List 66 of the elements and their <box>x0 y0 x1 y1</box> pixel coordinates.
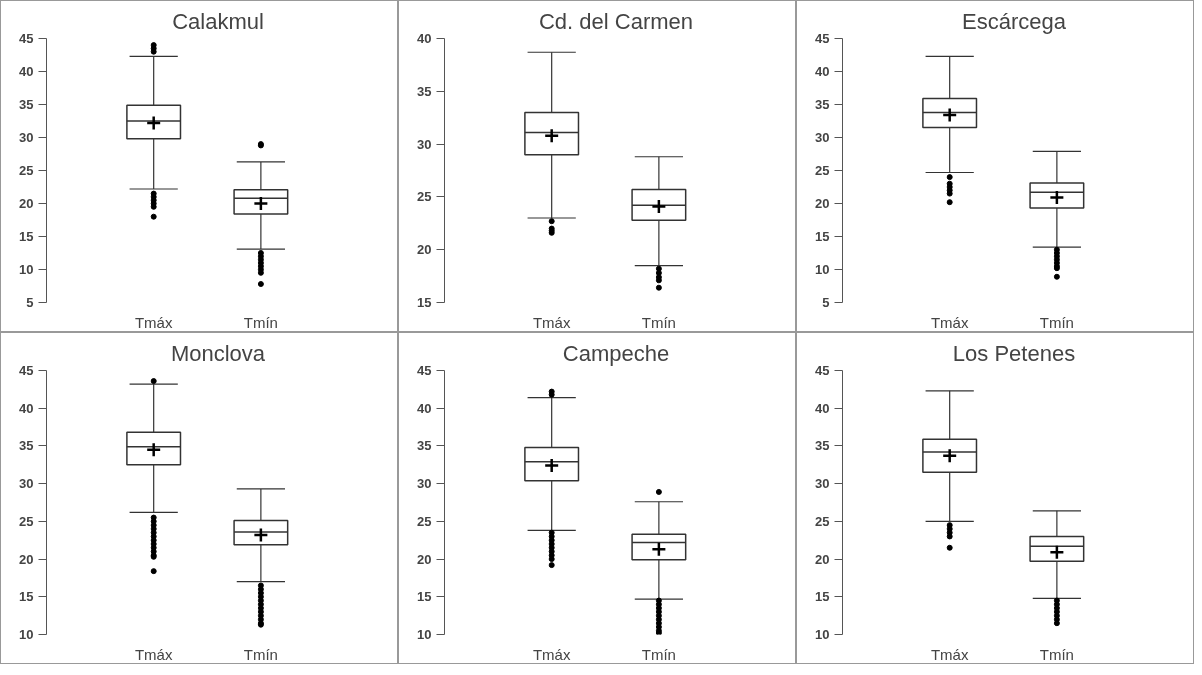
y-tick-label: 10 <box>19 627 34 642</box>
y-tick-label: 40 <box>19 400 34 416</box>
chart-title: Cd. del Carmen <box>538 8 694 34</box>
y-tick-label: 10 <box>19 262 34 277</box>
chart-title: Campeche <box>562 340 670 366</box>
y-tick-label: 20 <box>815 196 830 211</box>
y-tick-label: 25 <box>815 163 830 178</box>
x-tick-label: Tmín <box>1039 645 1074 663</box>
y-tick-label: 35 <box>19 97 34 112</box>
x-tick-label: Tmáx <box>532 645 571 663</box>
y-tick-label: 10 <box>417 627 432 642</box>
x-tick-label: Tmáx <box>930 645 969 663</box>
y-tick-label: 20 <box>417 551 432 567</box>
y-tick-label: 15 <box>417 589 432 605</box>
y-tick-label: 25 <box>417 513 432 529</box>
y-tick-label: 30 <box>815 130 830 145</box>
y-tick-label: 35 <box>815 438 830 454</box>
y-tick-label: 45 <box>417 363 432 378</box>
y-tick-label: 20 <box>19 551 34 567</box>
x-tick-label: Tmín <box>243 645 278 663</box>
y-tick-label: 20 <box>19 196 34 211</box>
y-tick-label: 25 <box>417 189 432 205</box>
y-tick-label: 35 <box>19 438 34 454</box>
y-tick-label: 20 <box>417 242 432 258</box>
x-tick-label: Tmáx <box>134 313 173 331</box>
y-tick-label: 45 <box>815 31 830 46</box>
y-tick-label: 35 <box>417 83 432 99</box>
y-tick-label: 25 <box>19 513 34 529</box>
x-tick-label: Tmín <box>641 645 676 663</box>
y-tick-label: 15 <box>815 589 830 605</box>
x-tick-label: Tmáx <box>532 313 571 331</box>
y-tick-label: 30 <box>19 130 34 145</box>
y-tick-label: 30 <box>815 476 830 492</box>
x-tick-label: Tmáx <box>134 645 173 663</box>
y-tick-label: 20 <box>815 551 830 567</box>
y-tick-label: 45 <box>19 31 34 46</box>
y-tick-label: 10 <box>815 627 830 642</box>
x-tick-label: Tmín <box>641 313 676 331</box>
chart-title: Calakmul <box>172 8 264 34</box>
x-tick-label: Tmáx <box>930 313 969 331</box>
chart-title: Escárcega <box>962 8 1067 34</box>
y-tick-label: 10 <box>815 262 830 277</box>
y-tick-label: 5 <box>822 295 830 310</box>
y-tick-label: 15 <box>19 589 34 605</box>
y-tick-label: 45 <box>19 363 34 378</box>
y-tick-label: 15 <box>815 229 830 244</box>
y-tick-label: 25 <box>19 163 34 178</box>
y-tick-label: 40 <box>417 400 432 416</box>
y-tick-label: 15 <box>19 229 34 244</box>
y-tick-label: 40 <box>815 64 830 79</box>
chart-title: Los Petenes <box>952 340 1076 366</box>
y-tick-label: 5 <box>26 295 34 310</box>
y-tick-label: 30 <box>19 476 34 492</box>
y-tick-label: 35 <box>417 438 432 454</box>
y-tick-label: 35 <box>815 97 830 112</box>
y-tick-label: 25 <box>815 513 830 529</box>
y-tick-label: 45 <box>815 363 830 378</box>
y-tick-label: 40 <box>19 64 34 79</box>
x-tick-label: Tmín <box>243 313 278 331</box>
y-tick-label: 30 <box>417 476 432 492</box>
y-tick-label: 30 <box>417 136 432 152</box>
y-tick-label: 15 <box>417 295 432 310</box>
x-tick-label: Tmín <box>1039 313 1074 331</box>
chart-title: Monclova <box>170 340 266 366</box>
y-tick-label: 40 <box>815 400 830 416</box>
y-tick-label: 40 <box>417 31 432 46</box>
